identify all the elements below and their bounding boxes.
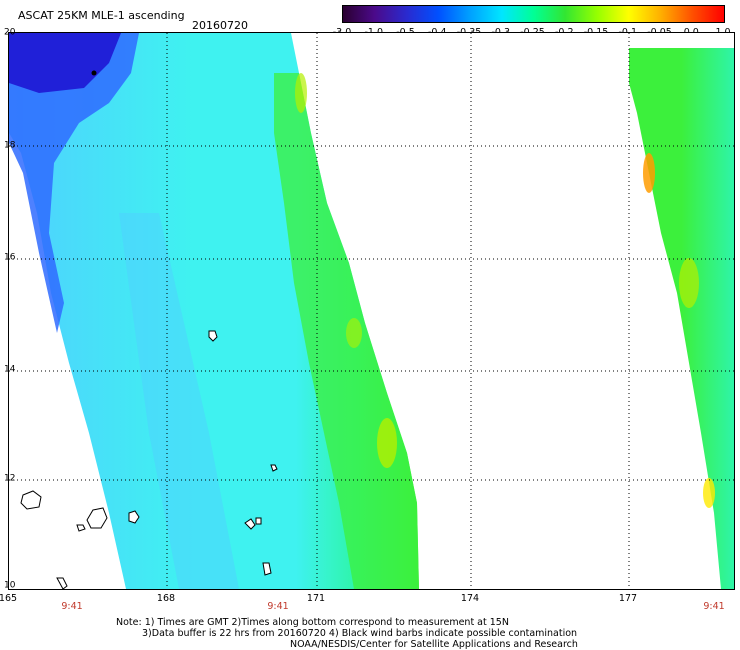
light-blue-streak: [119, 213, 239, 589]
footer-note-1: Note: 1) Times are GMT 2)Times along bot…: [116, 617, 509, 628]
latitude-label: 14: [4, 364, 16, 375]
latitude-label: 18: [4, 140, 16, 151]
deep-blue-region: [9, 33, 121, 93]
colorbar: [342, 5, 725, 23]
island-outline: [56, 577, 68, 589]
right-swath: [629, 48, 734, 589]
latitude-label: 10: [4, 580, 16, 591]
latitude-label: 20: [4, 27, 16, 38]
chart-title: ASCAT 25KM MLE-1 ascending: [18, 9, 185, 22]
longitude-label: 165: [0, 593, 18, 604]
latitude-label: 12: [4, 473, 16, 484]
longitude-label: 174: [460, 593, 480, 604]
orange-patch: [643, 153, 655, 193]
latitude-label: 16: [4, 252, 16, 263]
yellow-green-patch: [295, 73, 307, 113]
island-outline: [128, 510, 140, 524]
yellow-patch: [703, 478, 715, 508]
footer-note-2: 3)Data buffer is 22 hrs from 20160720 4)…: [142, 628, 578, 639]
time-label: 9:41: [267, 601, 289, 612]
longitude-label: 177: [618, 593, 638, 604]
map-panel: [8, 32, 735, 590]
longitude-label: 168: [156, 593, 176, 604]
island-marker: [91, 70, 97, 76]
chart-date: 20160720: [192, 19, 248, 32]
yellow-green-patch: [377, 418, 397, 468]
yellow-green-patch: [346, 318, 362, 348]
island-outline: [262, 562, 272, 576]
island-outline: [208, 330, 218, 342]
yellow-green-patch: [679, 258, 699, 308]
longitude-label: 171: [306, 593, 326, 604]
map-svg: [9, 33, 734, 589]
island-outline: [86, 507, 108, 529]
blue-region: [9, 33, 139, 333]
island-outline: [76, 524, 86, 532]
island-outline: [20, 490, 42, 510]
time-label: 9:41: [703, 601, 725, 612]
island-outline: [255, 517, 262, 525]
island-outline: [244, 518, 256, 530]
footer-note-3: NOAA/NESDIS/Center for Satellite Applica…: [290, 639, 578, 650]
island-outline: [270, 464, 278, 472]
time-label: 9:41: [61, 601, 83, 612]
